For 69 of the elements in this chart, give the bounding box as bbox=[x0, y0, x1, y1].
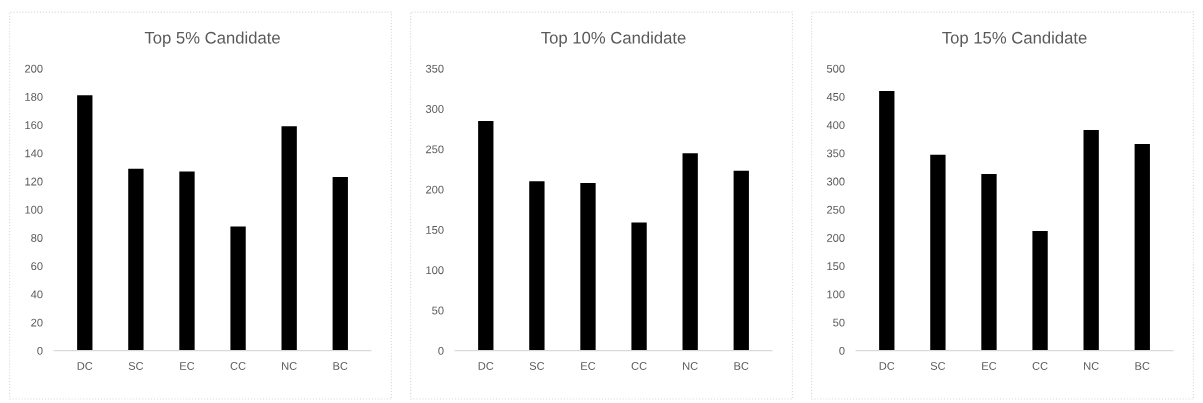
y-tick-label: 120 bbox=[25, 177, 43, 186]
y-tick-label: 350 bbox=[425, 64, 444, 73]
y-tick-label: 80 bbox=[31, 234, 43, 242]
chart-title: Top 10% Candidate bbox=[541, 31, 686, 47]
y-tick-label: 250 bbox=[426, 145, 444, 154]
y-tick-label: 50 bbox=[432, 306, 444, 315]
y-tick-label: 100 bbox=[426, 266, 444, 275]
y-tick-label: 180 bbox=[25, 92, 43, 101]
x-tick-label: DC bbox=[77, 362, 93, 370]
x-tick-label: EC bbox=[982, 362, 997, 370]
y-tick-label: 500 bbox=[826, 64, 845, 73]
bar bbox=[1032, 231, 1048, 351]
bar bbox=[580, 182, 596, 351]
bar bbox=[332, 177, 348, 351]
y-tick-label: 150 bbox=[827, 262, 845, 271]
bar bbox=[631, 222, 647, 351]
y-tick-label: 20 bbox=[31, 318, 43, 327]
x-tick-label: EC bbox=[180, 362, 195, 370]
chart-title: Top 5% Candidate bbox=[144, 31, 280, 47]
y-tick-label: 0 bbox=[438, 346, 444, 355]
y-tick-label: 0 bbox=[839, 346, 845, 355]
y-tick-label: 250 bbox=[827, 205, 845, 214]
y-tick-label: 150 bbox=[426, 225, 444, 234]
bar bbox=[478, 120, 494, 351]
bar bbox=[981, 174, 997, 351]
x-tick-label: NC bbox=[1084, 362, 1099, 370]
x-tick-label: CC bbox=[631, 362, 647, 370]
x-tick-label: NC bbox=[683, 362, 698, 370]
bar bbox=[230, 226, 246, 351]
y-tick-label: 450 bbox=[826, 92, 845, 101]
y-tick-label: 0 bbox=[37, 346, 43, 355]
y-tick-label: 200 bbox=[827, 234, 845, 242]
y-tick-label: 100 bbox=[25, 205, 43, 214]
y-tick-label: 200 bbox=[426, 185, 444, 194]
x-tick-label: NC bbox=[282, 362, 297, 370]
bar bbox=[529, 181, 545, 351]
bar bbox=[733, 170, 749, 351]
bar bbox=[77, 95, 93, 351]
x-tick-label: EC bbox=[581, 362, 596, 370]
bar bbox=[1083, 130, 1099, 351]
chart-title: Top 15% Candidate bbox=[942, 31, 1087, 47]
bar bbox=[179, 171, 195, 351]
y-tick-label: 60 bbox=[31, 262, 43, 271]
y-tick-label: 200 bbox=[25, 64, 43, 73]
y-tick-label: 40 bbox=[30, 290, 43, 299]
bar bbox=[128, 168, 144, 351]
x-tick-label: BC bbox=[1135, 362, 1150, 370]
bar bbox=[879, 91, 895, 351]
y-tick-label: 140 bbox=[25, 149, 43, 158]
bar bbox=[930, 154, 946, 351]
x-tick-label: DC bbox=[879, 362, 895, 370]
x-tick-label: BC bbox=[333, 362, 348, 370]
y-tick-label: 350 bbox=[826, 149, 845, 158]
x-tick-label: SC bbox=[128, 362, 144, 370]
y-tick-label: 400 bbox=[826, 121, 845, 130]
x-tick-label: CC bbox=[230, 362, 246, 370]
bar bbox=[682, 153, 698, 351]
y-tick-label: 100 bbox=[827, 290, 845, 299]
y-tick-label: 50 bbox=[833, 318, 845, 327]
x-tick-label: CC bbox=[1032, 362, 1048, 370]
x-tick-label: SC bbox=[930, 362, 946, 370]
x-tick-label: BC bbox=[734, 362, 749, 370]
y-tick-label: 300 bbox=[425, 105, 444, 113]
bar bbox=[281, 126, 297, 351]
y-tick-label: 160 bbox=[25, 121, 43, 130]
y-tick-label: 300 bbox=[826, 177, 845, 186]
x-tick-label: SC bbox=[529, 362, 545, 370]
bar bbox=[1134, 144, 1150, 351]
x-tick-label: DC bbox=[478, 362, 494, 370]
